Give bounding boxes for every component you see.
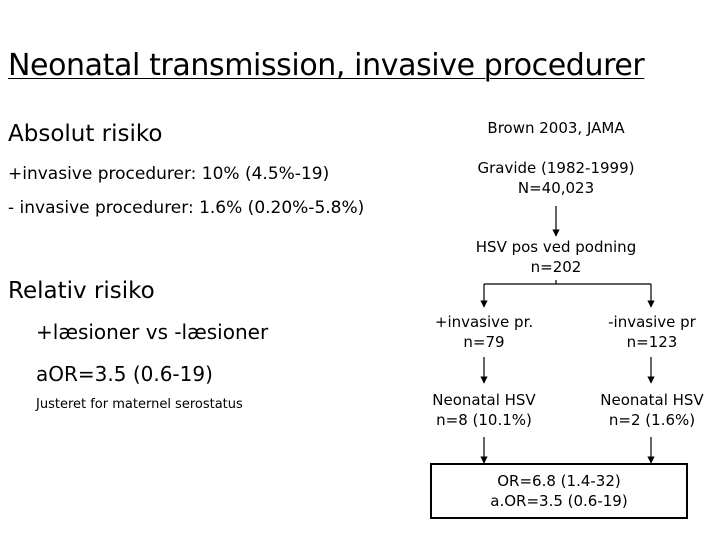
minus-invasive-label: -invasive pr (608, 313, 696, 331)
minus-invasive-count: n=123 (626, 333, 678, 351)
result-aor: a.OR=3.5 (0.6-19) (490, 492, 628, 510)
plus-invasive-label: +invasive pr. (434, 313, 534, 331)
minus-invasive-node: -invasive pr n=123 (580, 308, 720, 356)
absolut-risk-heading: Absolut risiko (8, 121, 163, 147)
source-text: Brown 2003, JAMA (487, 119, 625, 137)
relativ-risk-heading: Relativ risiko (8, 278, 155, 304)
cohort-count: N=40,023 (517, 179, 595, 197)
plus-invasive-count: n=79 (463, 333, 505, 351)
relativ-risk-aor: aOR=3.5 (0.6-19) (36, 362, 213, 386)
result-box: OR=6.8 (1.4-32) a.OR=3.5 (0.6-19) (430, 463, 688, 519)
absolut-risk-plus-invasive: +invasive procedurer: 10% (4.5%-19) (8, 164, 330, 184)
slide-title: Neonatal transmission, invasive procedur… (8, 48, 645, 83)
neonatal-minus-count: n=2 (1.6%) (608, 411, 696, 429)
neonatal-plus-node: Neonatal HSV n=8 (10.1%) (412, 384, 556, 436)
cohort-label: Gravide (1982-1999) (477, 159, 635, 177)
neonatal-plus-count: n=8 (10.1%) (436, 411, 532, 429)
absolut-risk-minus-invasive: - invasive procedurer: 1.6% (0.20%-5.8%) (8, 198, 365, 218)
source-citation: Brown 2003, JAMA (446, 118, 666, 138)
cohort-node: Gravide (1982-1999) N=40,023 (446, 158, 666, 198)
relativ-risk-note: Justeret for maternel serostatus (36, 397, 243, 412)
hsv-count: n=202 (530, 258, 582, 276)
relativ-risk-comparison: +læsioner vs -læsioner (36, 320, 269, 344)
hsv-label: HSV pos ved podning (475, 238, 637, 256)
neonatal-minus-label: Neonatal HSV (600, 391, 704, 409)
result-or: OR=6.8 (1.4-32) (497, 472, 621, 490)
plus-invasive-node: +invasive pr. n=79 (412, 308, 556, 356)
hsv-node: HSV pos ved podning n=202 (446, 237, 666, 277)
neonatal-plus-label: Neonatal HSV (432, 391, 536, 409)
neonatal-minus-node: Neonatal HSV n=2 (1.6%) (580, 384, 720, 436)
